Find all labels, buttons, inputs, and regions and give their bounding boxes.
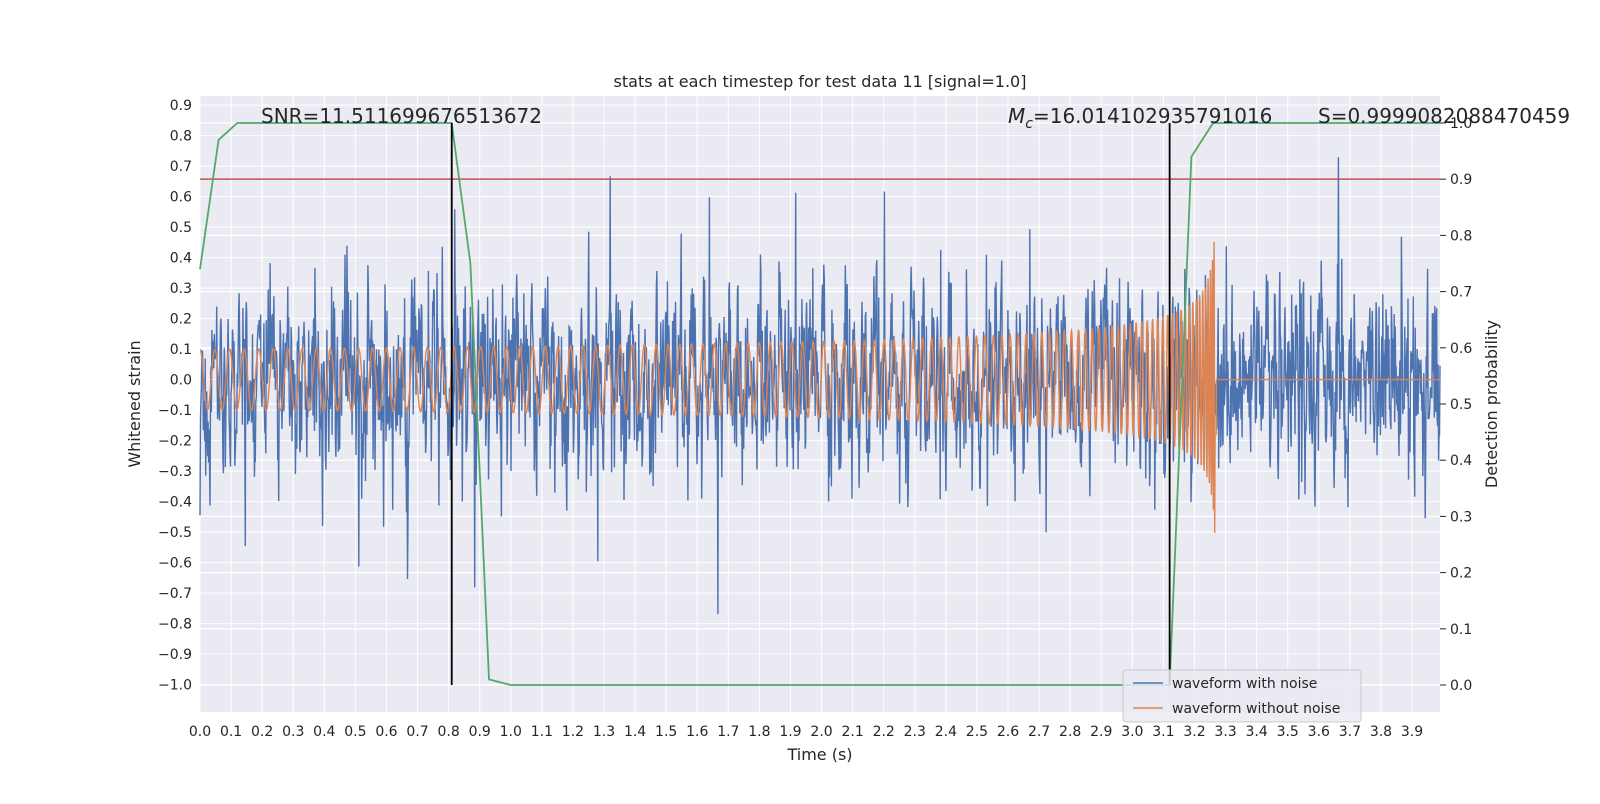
mc-subscript: c — [1025, 116, 1033, 132]
x-tick-label: 2.3 — [904, 724, 926, 740]
x-tick-label: 1.2 — [562, 724, 584, 740]
y2-tick-label: 0.6 — [1450, 341, 1472, 357]
x-tick-label: 2.0 — [810, 724, 832, 740]
y2-tick-label: 0.3 — [1450, 509, 1472, 525]
y-tick-label: 0.2 — [170, 312, 192, 328]
y-tick-label: −0.6 — [158, 556, 192, 572]
y-tick-label: 0.3 — [170, 281, 192, 297]
x-tick-label: 0.6 — [375, 724, 397, 740]
y2-tick-label: 0.5 — [1450, 397, 1472, 413]
x-tick-label: 3.6 — [1308, 724, 1330, 740]
y-tick-label: −0.8 — [158, 617, 192, 633]
y-tick-label: 0.4 — [170, 251, 192, 267]
x-tick-label: 3.8 — [1370, 724, 1392, 740]
axes-layer: 0.0 0.1 0.2 0.3 0.4 0.5 0.6 0.7 0.8 0.9 1.0 1.1 1.2 1… — [158, 98, 1472, 740]
y-tick-label: −0.2 — [158, 434, 192, 450]
x-tick-label: 1.9 — [779, 724, 801, 740]
y2-tick-label: 0.7 — [1450, 285, 1472, 301]
x-tick-label: 3.9 — [1401, 724, 1423, 740]
x-tick-label: 0.4 — [313, 724, 335, 740]
y2-tick-label: 0.0 — [1450, 678, 1472, 694]
y-tick-label: 0.0 — [170, 373, 192, 389]
snr-annotation: SNR=11.511699676513672 — [261, 104, 542, 128]
x-tick-label: 0.8 — [437, 724, 459, 740]
legend-label-noise: waveform with noise — [1172, 676, 1317, 692]
overlay-layer — [199, 122, 1440, 686]
x-tick-label: 3.5 — [1277, 724, 1299, 740]
y-tick-label: −0.3 — [158, 464, 192, 480]
x-tick-label: 0.1 — [220, 724, 242, 740]
x-tick-label: 1.7 — [717, 724, 739, 740]
x-tick-label: 3.3 — [1214, 724, 1236, 740]
y2-tick-label: 1.0 — [1450, 116, 1472, 132]
x-tick-label: 0.9 — [469, 724, 491, 740]
legend: waveform with noise waveform without noi… — [1122, 669, 1362, 723]
y2-tick-label: 0.9 — [1450, 172, 1472, 188]
x-tick-label: 1.1 — [531, 724, 553, 740]
y-tick-label: −0.1 — [158, 403, 192, 419]
mc-annotation: Mc=16.014102935791016 — [1008, 104, 1272, 132]
x-tick-label: 2.2 — [873, 724, 895, 740]
x-tick-label: 2.5 — [966, 724, 988, 740]
y2-axis-label: Detection probability — [1482, 320, 1501, 488]
mc-value: =16.014102935791016 — [1033, 104, 1272, 128]
mc-symbol: M — [1008, 104, 1025, 128]
x-tick-label: 2.9 — [1090, 724, 1112, 740]
x-tick-label: 0.7 — [406, 724, 428, 740]
x-tick-label: 3.2 — [1183, 724, 1205, 740]
y-tick-label: 0.9 — [170, 98, 192, 114]
x-tick-label: 2.6 — [997, 724, 1019, 740]
series-layer — [199, 157, 1441, 615]
chart-title: stats at each timestep for test data 11 … — [614, 72, 1027, 91]
y2-tick-label: 0.8 — [1450, 228, 1472, 244]
x-tick-label: 1.0 — [500, 724, 522, 740]
x-tick-label: 3.4 — [1246, 724, 1268, 740]
x-tick-label: 0.2 — [251, 724, 273, 740]
x-tick-label: 1.8 — [748, 724, 770, 740]
y2-tick-label: 0.2 — [1450, 566, 1472, 582]
x-tick-label: 0.3 — [282, 724, 304, 740]
x-tick-label: 2.1 — [841, 724, 863, 740]
y-tick-label: 0.5 — [170, 220, 192, 236]
series-detection-probability — [199, 122, 1440, 686]
y2-tick-label: 0.4 — [1450, 453, 1472, 469]
y-axis-label: Whitened strain — [125, 340, 144, 467]
x-tick-label: 0.5 — [344, 724, 366, 740]
x-axis-label: Time (s) — [786, 745, 852, 764]
x-tick-label: 2.7 — [1028, 724, 1050, 740]
x-tick-label: 1.5 — [655, 724, 677, 740]
y-tick-label: −1.0 — [158, 678, 192, 694]
legend-box — [1122, 669, 1362, 723]
x-tick-label: 0.0 — [189, 724, 211, 740]
y-tick-label: 0.7 — [170, 159, 192, 175]
s-annotation: S=0.9999082088470459 — [1318, 104, 1570, 128]
y2-tick-label: 0.1 — [1450, 622, 1472, 638]
x-tick-label: 2.4 — [935, 724, 957, 740]
x-tick-label: 1.6 — [686, 724, 708, 740]
y-tick-label: 0.8 — [170, 129, 192, 145]
y-tick-label: −0.4 — [158, 495, 192, 511]
y-tick-label: 0.6 — [170, 190, 192, 206]
y-tick-label: 0.1 — [170, 342, 192, 358]
series-waveform-without-noise — [199, 241, 1440, 533]
x-tick-label: 3.0 — [1121, 724, 1143, 740]
x-tick-label: 3.1 — [1152, 724, 1174, 740]
y-tick-label: −0.9 — [158, 647, 192, 663]
legend-label-clean: waveform without noise — [1172, 701, 1340, 717]
x-tick-label: 3.7 — [1339, 724, 1361, 740]
x-tick-label: 1.3 — [593, 724, 615, 740]
x-tick-label: 1.4 — [624, 724, 646, 740]
x-tick-label: 2.8 — [1059, 724, 1081, 740]
y-tick-label: −0.5 — [158, 525, 192, 541]
y-tick-label: −0.7 — [158, 586, 192, 602]
